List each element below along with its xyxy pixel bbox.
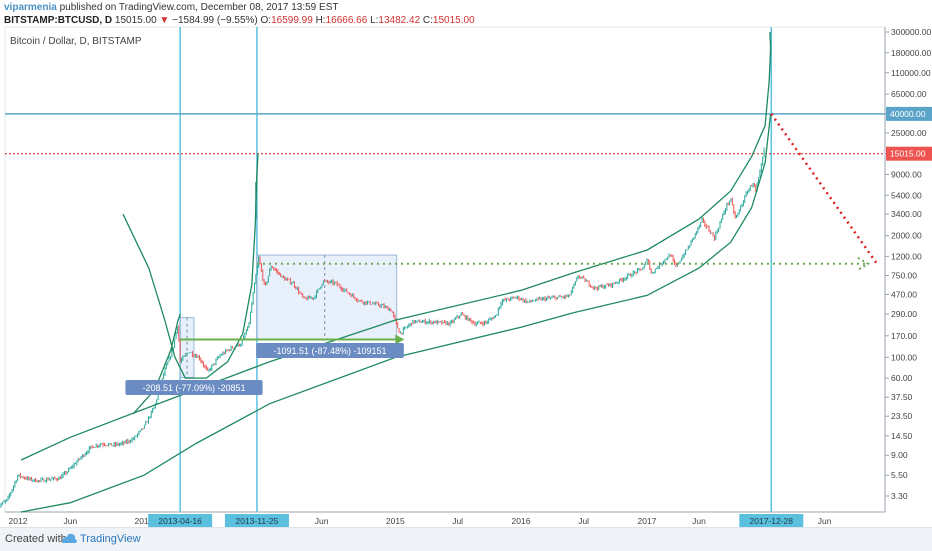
- measure-label-2013: -208.51 (-77.09%) -20851: [142, 383, 245, 393]
- x-tick-label: Jun: [818, 516, 832, 526]
- low-value: 13482.42: [378, 15, 421, 26]
- measure-label-2014: -1091.51 (-87.48%) -109151: [273, 346, 386, 356]
- crash-projection-line: [770, 113, 879, 265]
- created-with-label: Created with: [5, 533, 67, 545]
- plot-frame: [4, 26, 886, 513]
- publish-line: viparmenia published on TradingView.com,…: [4, 2, 338, 13]
- open-label: O:: [260, 15, 272, 26]
- y-tick-label: 14.50: [891, 431, 913, 441]
- price-change: −1584.99 (−9.55%): [172, 15, 258, 26]
- level-price-tag: [886, 106, 932, 121]
- x-highlight-tag: [148, 514, 213, 527]
- support-arrow-head: [395, 334, 405, 345]
- x-tick-label: Jun: [692, 516, 706, 526]
- down-triangle-icon: ▼: [159, 15, 170, 26]
- y-tick-label: 9.00: [891, 450, 908, 460]
- y-tick-label: 3.30: [891, 491, 908, 501]
- y-tick-label: 65000.00: [891, 89, 927, 99]
- y-tick-label: 25000.00: [891, 128, 927, 138]
- lower-channel-curve: [20, 113, 772, 513]
- close-value: 15015.00: [432, 15, 475, 26]
- price-tag-label: 40000.00: [890, 109, 926, 119]
- x-tick-label: 2016: [512, 516, 531, 526]
- quote-line: BITSTAMP:BTCUSD, D 15015.00 ▼ −1584.99 (…: [4, 15, 475, 26]
- x-tick-label: Jul: [452, 516, 463, 526]
- x-tick-label: Jun: [315, 516, 329, 526]
- y-tick-label: 23.50: [891, 411, 913, 421]
- x-tick-label: 2013: [135, 516, 154, 526]
- last-price: 15015.00: [114, 15, 157, 26]
- open-value: 16599.99: [271, 15, 313, 26]
- y-tick-label: 60.00: [891, 373, 913, 383]
- author-name[interactable]: viparmenia: [4, 2, 57, 13]
- published-text: published on TradingView.com, December 0…: [59, 2, 339, 13]
- footer-bar: Created with TradingView: [0, 527, 932, 551]
- measure-box-2014: [256, 254, 398, 341]
- symbol-label: BITSTAMP:BTCUSD, D: [4, 15, 113, 26]
- y-tick-label: 5.50: [891, 470, 908, 480]
- y-tick-label: 1200.00: [891, 251, 922, 261]
- y-tick-label: 5400.00: [891, 190, 922, 200]
- x-tick-label: Jun: [63, 516, 77, 526]
- measure-label-2014-bg: [256, 343, 404, 358]
- y-tick-label: 290.00: [891, 309, 917, 319]
- y-tick-label: 170.00: [891, 331, 917, 341]
- close-label: C:: [422, 15, 433, 26]
- price-tag-label: 15015.00: [890, 149, 926, 159]
- bubble-2013-curve: [132, 313, 181, 415]
- low-label: L:: [370, 15, 379, 26]
- projection-arrowhead: [857, 256, 870, 271]
- x-tick-label: Jul: [578, 516, 589, 526]
- upper-channel-curve: [20, 31, 772, 461]
- chart-title: Bitcoin / Dollar, D, BITSTAMP: [10, 36, 142, 47]
- y-tick-label: 300000.00: [891, 27, 931, 37]
- x-highlight-label: 2013-11-25: [236, 516, 279, 526]
- x-highlight-tag: [224, 514, 289, 527]
- last-price-tag: [886, 146, 932, 161]
- tradingview-brand[interactable]: TradingView: [80, 533, 141, 545]
- tradingview-logo-icon: [60, 532, 78, 549]
- y-tick-label: 110000.00: [891, 68, 931, 78]
- y-tick-label: 2000.00: [891, 231, 922, 241]
- high-label: H:: [315, 15, 326, 26]
- x-highlight-label: 2013-04-16: [158, 516, 202, 526]
- x-tick-label: 2012: [9, 516, 28, 526]
- y-tick-label: 37.50: [891, 392, 913, 402]
- x-tick-label: 2015: [386, 516, 405, 526]
- price-chart[interactable]: Bitcoin / Dollar, D, BITSTAMP 3.30 5.50 9.…: [0, 0, 932, 527]
- y-tick-label: 470.00: [891, 289, 917, 299]
- y-tick-label: 9000.00: [891, 170, 922, 180]
- y-tick-label: 3400.00: [891, 209, 922, 219]
- x-highlight-label: 2017-12-28: [750, 516, 794, 526]
- x-tick-label: 2017: [638, 516, 657, 526]
- measure-label-2013-bg: [125, 380, 263, 395]
- x-highlight-tag: [739, 514, 804, 527]
- high-value: 16666.66: [325, 15, 368, 26]
- y-tick-label: 100.00: [891, 352, 917, 362]
- y-tick-label: 180000.00: [891, 48, 931, 58]
- y-tick-label: 750.00: [891, 270, 917, 280]
